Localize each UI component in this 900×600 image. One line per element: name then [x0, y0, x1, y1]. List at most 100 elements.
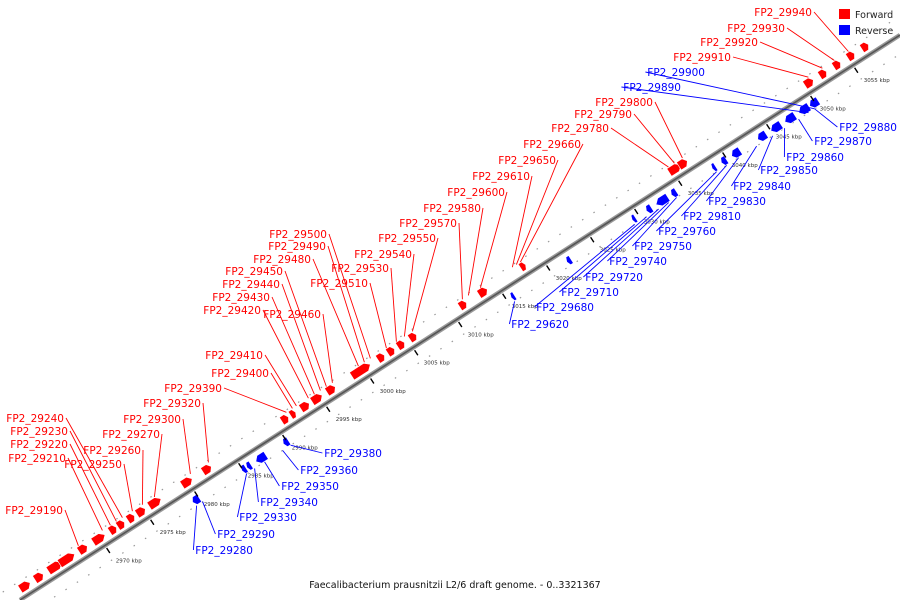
- gene-label: FP2_29190: [5, 505, 63, 517]
- leader-line: [621, 86, 809, 114]
- kbp-tick: [326, 406, 331, 413]
- leader-line: [607, 202, 669, 262]
- leader-line: [731, 145, 757, 187]
- leader-line: [202, 501, 216, 535]
- gene-label: FP2_29880: [839, 122, 897, 134]
- kbp-label: 3000 kbp: [380, 389, 406, 395]
- leader-line: [583, 208, 659, 278]
- reverse-gene: [731, 146, 743, 159]
- reverse-gene: [255, 450, 269, 464]
- legend-reverse-label: Reverse: [855, 26, 893, 37]
- leader-line: [534, 224, 635, 308]
- leader-line: [65, 417, 123, 518]
- leader-line: [192, 505, 198, 551]
- gene-label: FP2_29230: [10, 426, 68, 438]
- gene-label: FP2_29620: [511, 319, 569, 331]
- forward-gene: [146, 497, 162, 511]
- gene-label: FP2_29580: [423, 203, 481, 215]
- gene-label: FP2_29650: [498, 155, 556, 167]
- gene-label: FP2_29210: [8, 453, 66, 465]
- kbp-tick: [458, 321, 463, 328]
- leader-line: [270, 372, 293, 409]
- gene-label: FP2_29870: [814, 136, 872, 148]
- kbp-tick: [590, 236, 595, 243]
- forward-gene: [394, 339, 405, 351]
- label-leader-lines: [64, 11, 849, 551]
- gene-label: FP2_29480: [253, 254, 311, 266]
- kbp-tick: [546, 265, 551, 271]
- guide-reverse: [48, 53, 900, 600]
- leader-line: [706, 157, 739, 202]
- leader-line: [732, 56, 809, 78]
- forward-gene: [858, 41, 869, 54]
- backbone-line: [19, 34, 900, 600]
- reverse-gene: [565, 255, 574, 266]
- reverse-gene: [720, 155, 730, 166]
- leader-line: [153, 433, 163, 498]
- reverse-gene: [630, 213, 639, 224]
- leader-line: [403, 253, 415, 337]
- leader-line: [633, 113, 675, 164]
- kbp-label: 3040 kbp: [732, 163, 758, 169]
- gene-label: FP2_29540: [354, 249, 412, 261]
- gene-label: FP2_29940: [754, 7, 812, 19]
- kbp-label: 3010 kbp: [468, 332, 494, 338]
- leader-line: [681, 165, 727, 217]
- kbp-label: 3050 kbp: [820, 106, 846, 112]
- leader-line: [645, 71, 815, 110]
- forward-gene: [32, 572, 44, 584]
- gene-label: FP2_29660: [523, 139, 581, 151]
- guide-forward: [0, 21, 892, 595]
- legend-reverse-swatch: [839, 25, 850, 35]
- gene-label: FP2_29720: [585, 272, 643, 284]
- leader-line: [271, 296, 315, 395]
- gene-label: FP2_29420: [203, 305, 261, 317]
- gene-label: FP2_29930: [727, 23, 785, 35]
- leader-line: [264, 461, 280, 487]
- gene-label: FP2_29710: [561, 287, 619, 299]
- gene-label: FP2_29850: [760, 165, 818, 177]
- reverse-gene: [282, 436, 292, 447]
- kbp-label: 2970 kbp: [116, 558, 142, 564]
- gene-label: FP2_29490: [268, 241, 326, 253]
- forward-gene: [278, 414, 289, 426]
- kbp-tick: [282, 434, 287, 441]
- reverse-gene: [245, 460, 254, 471]
- gene-label: FP2_29240: [6, 413, 64, 425]
- forward-gene: [134, 506, 146, 519]
- leader-line: [759, 41, 823, 69]
- forward-gene: [179, 476, 193, 490]
- gene-label: FP2_29860: [786, 152, 844, 164]
- gene-labels: FP2_29940 FP2_29930 FP2_29920 FP2_29910 FP2_…: [5, 7, 897, 557]
- gene-label: FP2_29290: [217, 529, 275, 541]
- forward-gene: [676, 158, 688, 171]
- gene-label: FP2_29250: [64, 459, 122, 471]
- gene-label: FP2_29530: [331, 263, 389, 275]
- forward-gene: [348, 362, 371, 381]
- kbp-tick: [766, 123, 771, 130]
- kbp-tick: [722, 152, 727, 158]
- leader-line: [757, 135, 774, 171]
- gene-label: FP2_29740: [609, 256, 667, 268]
- forward-gene: [90, 533, 106, 547]
- gene-label: FP2_29380: [324, 448, 382, 460]
- reverse-gene: [240, 463, 249, 474]
- kbp-tick: [854, 67, 859, 74]
- reverse-gene: [670, 187, 680, 198]
- leader-line: [264, 354, 297, 407]
- leader-line: [141, 449, 144, 505]
- leader-line: [632, 197, 677, 247]
- gene-label: FP2_29340: [260, 497, 318, 509]
- leader-line: [327, 245, 365, 363]
- kbp-tick: [678, 180, 683, 187]
- reverse-gene: [645, 203, 655, 214]
- forward-gene: [309, 393, 323, 406]
- gene-label: FP2_29450: [225, 266, 283, 278]
- gene-label: FP2_29900: [647, 67, 705, 79]
- leader-line: [559, 216, 647, 293]
- gene-label: FP2_29920: [700, 37, 758, 49]
- reverse-gene: [770, 120, 784, 133]
- kbp-tick: [634, 208, 639, 215]
